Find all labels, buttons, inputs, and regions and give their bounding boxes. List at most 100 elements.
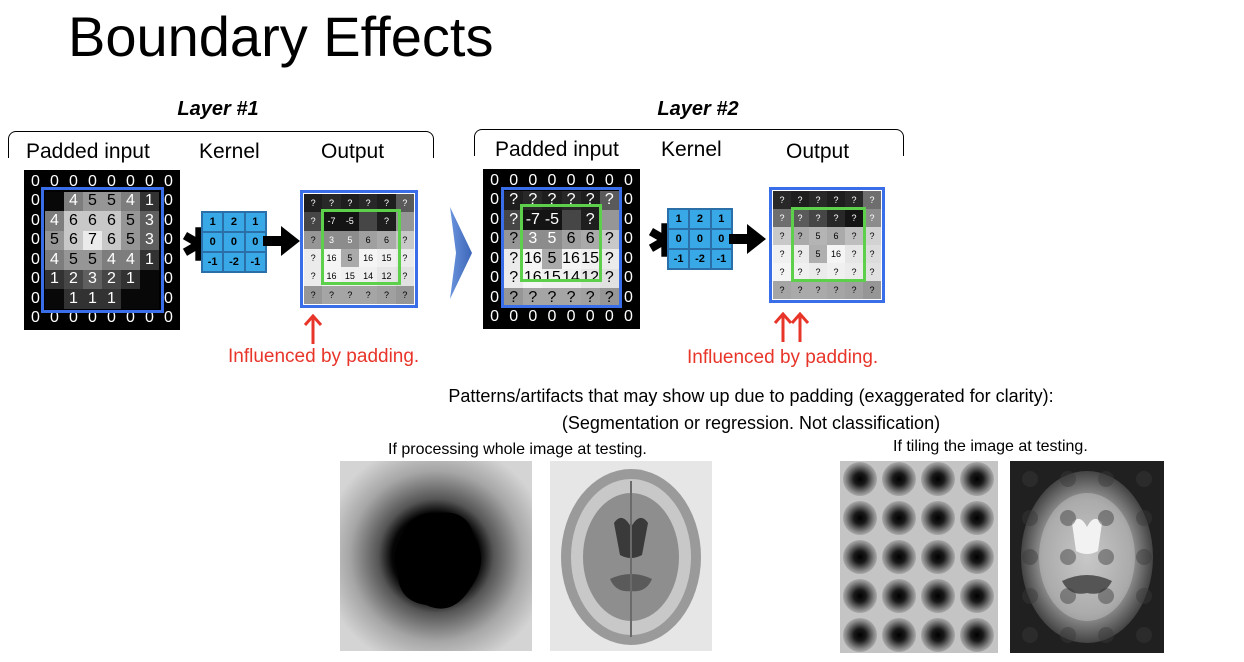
tile-artifact-blob: [882, 501, 916, 535]
tile-artifact-blob: [921, 462, 955, 496]
layer1-padded-cell: 2: [64, 269, 83, 289]
layer1-padded-cell: 0: [26, 308, 45, 328]
layer1-padded-cell: 0: [45, 308, 64, 328]
tile-artifact-blob: [882, 618, 916, 652]
layer1-padded-cell: 3: [83, 269, 102, 289]
layer2-padded-cell: 0: [580, 307, 600, 327]
layer2-padded-cell: 0: [580, 171, 600, 191]
layer1-padded-cell: 7: [83, 230, 102, 250]
layer1-valid-region: [321, 209, 401, 285]
tile-artifact-blob: [882, 579, 916, 613]
tile-artifact-blob: [921, 501, 955, 535]
layer2-padded-cell: 0: [599, 171, 619, 191]
layer1-padded-cell: 1: [102, 289, 121, 309]
layer1-output-cell: ?: [304, 267, 323, 286]
layer2-output-cell: ?: [863, 281, 881, 299]
layer2-output-cell: ?: [809, 209, 827, 227]
layer2-padded-cell: ?: [504, 229, 524, 249]
layer2-padded-cell: ?: [580, 210, 600, 230]
layer2-padded-cell: 6: [561, 229, 581, 249]
layer1-padded-cell: 5: [83, 250, 102, 270]
layer2-padded-cell: 0: [485, 190, 505, 210]
layer1-output-cell: ?: [359, 194, 378, 213]
layer1-padded-cell: 5: [45, 230, 64, 250]
layer1-output-cell: -5: [340, 212, 359, 231]
layer1-output-cell: 6: [377, 230, 396, 249]
layer1-output-cell: ?: [322, 285, 341, 304]
layer2-kernel: 1 2 1 0 0 0 -1 -2 -1: [667, 208, 733, 270]
layer1-padded-cell: 0: [26, 211, 45, 231]
layer1-output-cell: ?: [377, 285, 396, 304]
tile-brain-artifact: [1060, 627, 1076, 643]
layer1-padded-cell: 3: [140, 230, 159, 250]
layer2-padded-cell: [561, 210, 581, 230]
layer2-output-cell: ?: [773, 245, 791, 263]
layer1-kernel: 1 2 1 0 0 0 -1 -2 -1: [201, 211, 267, 273]
kernel-cell: -1: [711, 250, 731, 268]
layer2-valid-region-out: [791, 207, 866, 282]
tile-brain-artifact: [1022, 588, 1038, 604]
tile-artifact-blob: [843, 462, 877, 496]
layer1-padded-cell: 6: [64, 230, 83, 250]
layer1-padded-cell: 0: [26, 172, 45, 192]
layer2-padded-cell: 0: [618, 307, 638, 327]
layer2-padded-cell: 0: [618, 210, 638, 230]
tile-brain-artifact: [1098, 627, 1114, 643]
layer2-padded-input: 0 0 0 0 0 0 0 0 0?????? 0 0? -7 -5? 0 0? 3 5 6 6? 0 0? 16 5 16 1…: [483, 169, 640, 329]
layer1-output-cell: 15: [340, 267, 359, 286]
layer1-output-cell: 5: [340, 230, 359, 249]
layer2-padded-cell: ?: [599, 268, 619, 288]
layer2-output-cell: ?: [863, 209, 881, 227]
layer2-output-cell: ?: [863, 227, 881, 245]
layer1-output-cell: 14: [359, 267, 378, 286]
layer1-output-cell: 12: [377, 267, 396, 286]
whole-image-caption: If processing whole image at testing.: [388, 441, 647, 458]
layer2-output-cell: ?: [791, 191, 809, 209]
kernel-cell: 1: [711, 210, 731, 228]
kernel-cell: 2: [224, 213, 244, 231]
layer1-padded-cell: 1: [140, 250, 159, 270]
layer1-padded-cell: 0: [159, 308, 178, 328]
layer1-padded-cell: 1: [64, 289, 83, 309]
layer1-output-cell: 16: [359, 249, 378, 268]
layer2-padded-cell: 0: [542, 307, 562, 327]
layer2-padded-cell: ?: [504, 268, 524, 288]
layer1-padded-cell: 5: [102, 191, 121, 211]
layer1-padded-cell: 0: [121, 172, 140, 192]
tile-brain-artifact: [1060, 549, 1076, 565]
layer2-padded-cell: 0: [618, 190, 638, 210]
layer1-padded-cell: 0: [140, 308, 159, 328]
layer2-output-label: Output: [786, 140, 850, 163]
layer1-padded-cell: 0: [26, 191, 45, 211]
layer1-padded-cell: 4: [102, 250, 121, 270]
layer1-output-cell: ?: [395, 285, 414, 304]
layer1-output-cell: -7: [322, 212, 341, 231]
layer2-output-cell: ?: [809, 281, 827, 299]
layer1-output-cell: 16: [322, 249, 341, 268]
layer1-padded-cell: [121, 289, 140, 309]
layer1-padding-arrow-icon: [303, 314, 323, 344]
layer1-padded-cell: 0: [140, 172, 159, 192]
layer1-padded-cell: 4: [121, 191, 140, 211]
layer2-output-cell: ?: [773, 191, 791, 209]
layer2-padded-cell: 0: [599, 307, 619, 327]
layer2-output-cell: ?: [863, 263, 881, 281]
layer2-padded-cell: 0: [523, 171, 543, 191]
layer1-output-cell: 15: [377, 249, 396, 268]
layer2-padded-cell: ?: [504, 288, 524, 308]
layer1-padded-cell: 5: [64, 250, 83, 270]
kernel-cell: 1: [203, 213, 223, 231]
layer1-padded-cell: 1: [121, 269, 140, 289]
layer1-output-cell: 16: [322, 267, 341, 286]
layer1-padded-cell: 0: [83, 308, 102, 328]
layer1-padded-cell: 2: [102, 269, 121, 289]
layer2-output-cell: ?: [809, 191, 827, 209]
layer2-output-cell: ?: [827, 263, 845, 281]
layer2-padded-cell: ?: [599, 190, 619, 210]
kernel-cell: -1: [245, 253, 265, 271]
layer1-padded-cell: 0: [26, 230, 45, 250]
layer2-output-cell: ?: [845, 191, 863, 209]
tile-brain-artifact: [1060, 510, 1076, 526]
layer1-padded-cell: 0: [121, 308, 140, 328]
